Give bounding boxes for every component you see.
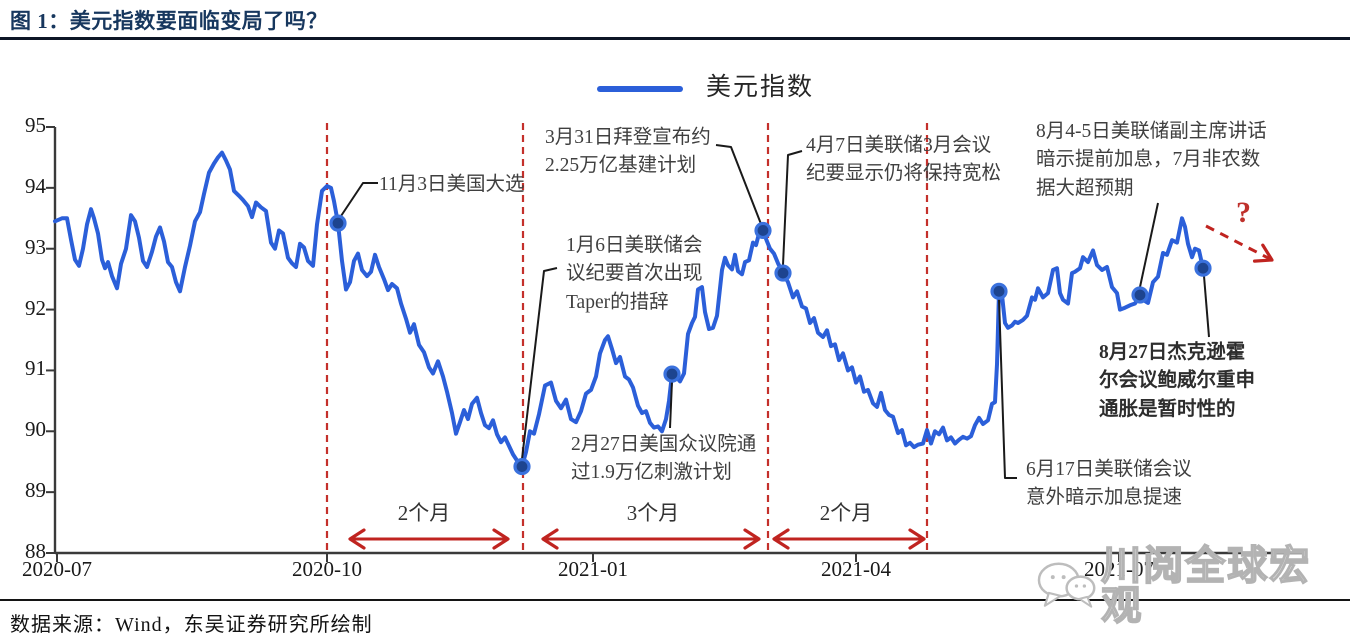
arrowhead bbox=[1252, 243, 1274, 263]
y-tick-label: 89 bbox=[25, 478, 46, 503]
figure-title: 图 1：美元指数要面临变局了吗？ bbox=[10, 9, 328, 33]
event-marker bbox=[663, 365, 681, 383]
x-tick-label: 2021-07 bbox=[1084, 557, 1154, 581]
source-note: 数据来源：Wind，东吴证券研究所绘制 bbox=[10, 614, 373, 636]
y-tick-label: 93 bbox=[25, 234, 46, 259]
span-arrow-label: 2个月 bbox=[397, 501, 451, 525]
y-tick-label: 95 bbox=[25, 113, 46, 137]
arrowhead bbox=[348, 528, 366, 550]
event-marker bbox=[774, 264, 792, 282]
annotation-us-election: 11月3日美国大选 bbox=[379, 174, 525, 195]
y-tick-label: 88 bbox=[25, 539, 46, 563]
arrowhead bbox=[772, 528, 790, 550]
arrowhead bbox=[541, 528, 559, 550]
arrowhead bbox=[908, 528, 926, 550]
span-arrow-label: 3个月 bbox=[626, 501, 680, 525]
chat-bubbles-icon bbox=[1037, 562, 1096, 608]
trend-question-mark: ? bbox=[1236, 196, 1251, 229]
x-tick-label: 2020-10 bbox=[292, 557, 362, 581]
annotation-connector bbox=[782, 150, 803, 266]
footer-divider bbox=[0, 599, 1350, 601]
y-tick-label: 91 bbox=[25, 356, 46, 381]
y-tick-label: 90 bbox=[25, 417, 46, 442]
x-tick-label: 2020-07 bbox=[22, 557, 92, 581]
annotation-jackson-hole: 8月27日杰克逊霍 尔会议鲍威尔重申 通胀是暂时性的 bbox=[1099, 342, 1256, 420]
annotation-connector bbox=[521, 267, 558, 460]
annotation-fomc-taper-minutes: 1月6日美联储会 议纪要首次出现 Taper的措辞 bbox=[566, 235, 703, 313]
annotation-house-stimulus: 2月27日美国众议院通 过1.9万亿刺激计划 bbox=[571, 434, 757, 484]
x-tick-label: 2021-04 bbox=[821, 557, 891, 581]
legend-line-swatch bbox=[597, 86, 683, 92]
event-marker bbox=[1194, 259, 1212, 277]
annotation-fomc-hike-hint: 6月17日美联储会议 意外暗示加息提速 bbox=[1026, 459, 1192, 509]
span-arrow-label: 2个月 bbox=[819, 501, 873, 525]
watermark-text: 川阅全球宏观 bbox=[1100, 543, 1312, 628]
annotation-connector bbox=[715, 144, 762, 225]
annotation-fomc-easy-minutes: 4月7日美联储3月会议 纪要显示仍将保持宽松 bbox=[806, 135, 1002, 185]
y-tick-label: 94 bbox=[25, 173, 46, 198]
event-marker bbox=[1131, 286, 1149, 304]
y-tick-label: 92 bbox=[25, 295, 46, 320]
annotation-connector bbox=[1203, 275, 1210, 338]
x-tick-label: 2021-01 bbox=[558, 557, 628, 581]
annotation-connector bbox=[998, 298, 1017, 479]
event-marker bbox=[513, 457, 531, 476]
arrowhead bbox=[743, 528, 761, 550]
event-marker bbox=[990, 282, 1008, 300]
event-marker bbox=[329, 214, 347, 232]
annotation-connector bbox=[1139, 202, 1159, 288]
event-marker bbox=[754, 221, 772, 240]
annotation-connector bbox=[340, 182, 378, 217]
annotation-biden-infrastructure: 3月31日拜登宣布约 2.25万亿基建计划 bbox=[545, 127, 711, 177]
annotation-connector bbox=[669, 380, 673, 429]
trend-arrow-line bbox=[1205, 224, 1273, 262]
title-divider bbox=[0, 37, 1350, 40]
annotation-fed-vice-chair: 8月4-5日美联储副主席讲话 暗示提前加息，7月非农数 据大超预期 bbox=[1036, 121, 1267, 199]
watermark: 川阅全球宏观 bbox=[1036, 543, 1350, 628]
legend-label: 美元指数 bbox=[706, 74, 815, 101]
arrowhead bbox=[492, 528, 510, 550]
dollar-index-line bbox=[53, 150, 1205, 469]
